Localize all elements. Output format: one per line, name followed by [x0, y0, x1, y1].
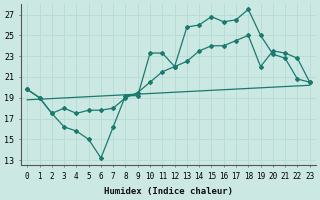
X-axis label: Humidex (Indice chaleur): Humidex (Indice chaleur) [104, 187, 233, 196]
